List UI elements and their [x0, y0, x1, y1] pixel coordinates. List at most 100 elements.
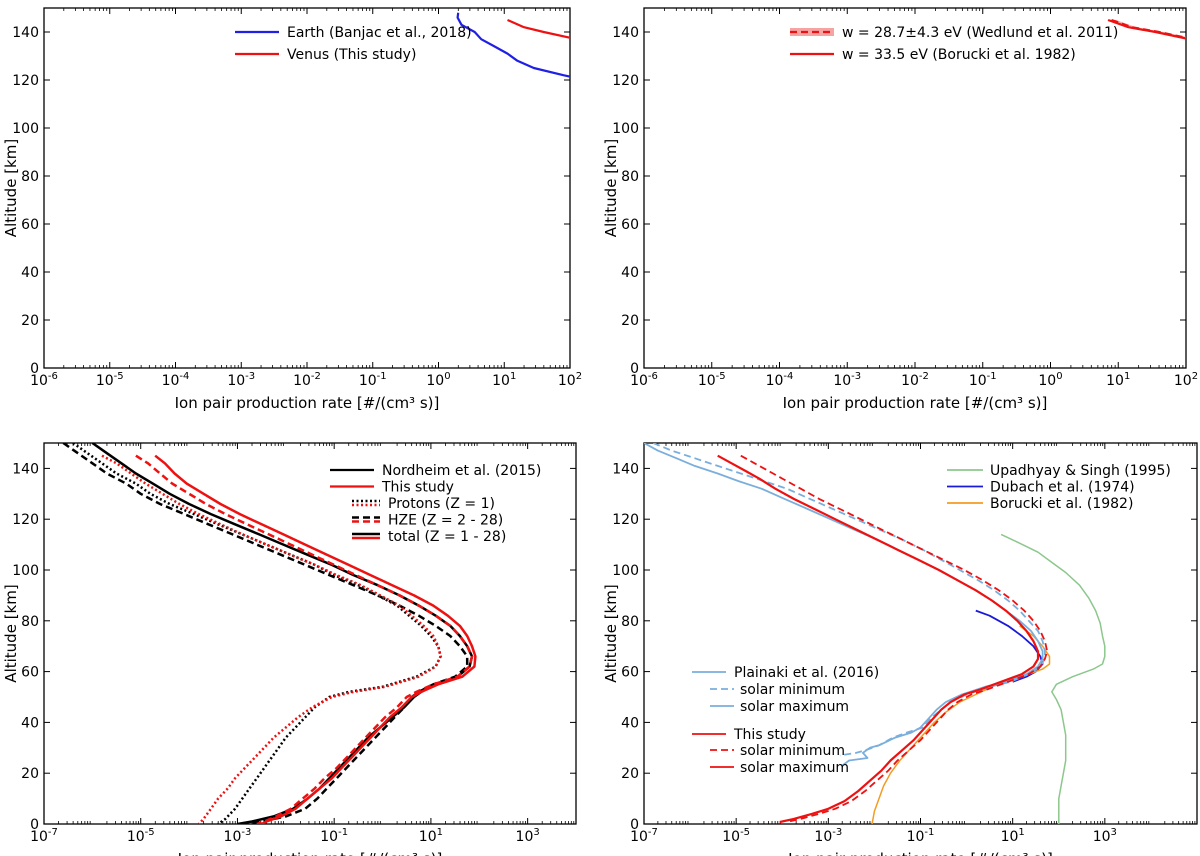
axes-d: 10-7 10-5 10-3 10-1 101 103 0 20 40 60 80 100 120 140… — [602, 442, 1198, 856]
series-line-this-study-hze — [135, 454, 474, 824]
chart-panel-d: 10-7 10-5 10-3 10-1 101 103 0 20 40 60 80 100 120 140… — [602, 442, 1198, 856]
y-tick-label: 80 — [621, 169, 639, 185]
y-tick-label: 120 — [12, 73, 39, 89]
y-tick-label: 120 — [612, 73, 639, 89]
y-axis-label: Altitude [km] — [2, 584, 20, 682]
x-tick-label: 10-6 — [630, 371, 658, 389]
y-axis-label: Altitude [km] — [602, 584, 620, 682]
series-line-w-28-7-4-3-ev-wedlund-et-al-2011 — [1111, 18, 1186, 39]
legend-label: Venus (This study) — [287, 47, 416, 63]
x-tick-label: 10-3 — [833, 371, 861, 389]
axes-c: 10-7 10-5 10-3 10-1 101 103 0 20 40 60 80 100 120 140… — [2, 442, 577, 856]
series-line-nordheim-hze — [62, 443, 469, 824]
x-tick-label: 10-3 — [227, 371, 255, 389]
series-group-a — [456, 12, 570, 78]
y-tick-label: 80 — [21, 169, 39, 185]
plot-frame — [43, 442, 577, 825]
y-tick-label: 0 — [630, 817, 639, 833]
chart-panel-b: 10-6 10-5 10-4 10-3 10-2 10-1 100 101 102 0 20 40 60… — [602, 7, 1198, 412]
series-line-nordheim-protons — [72, 443, 442, 824]
legend-label: Earth (Banjac et al., 2018) — [287, 25, 472, 41]
y-tick-label: 60 — [621, 665, 639, 681]
y-tick-label: 20 — [621, 766, 639, 782]
x-tick-label: 103 — [516, 827, 540, 845]
chart-panel-a: 10-6 10-5 10-4 10-3 10-2 10-1 100 101 102 0 20 40 60… — [2, 7, 582, 412]
legend-label: HZE (Z = 2 - 28) — [388, 513, 503, 529]
y-axis-label: Altitude [km] — [2, 139, 20, 237]
series-line-this-study-solar-minimum — [740, 454, 1049, 823]
x-tick-label: 100 — [426, 371, 450, 389]
y-tick-label: 0 — [630, 361, 639, 377]
x-tick-label: 10-5 — [722, 827, 750, 845]
legend-label: solar maximum — [740, 760, 849, 776]
legend-label: This study — [733, 727, 806, 743]
legend-label: solar minimum — [740, 682, 845, 698]
y-tick-label: 20 — [21, 313, 39, 329]
y-tick-label: 120 — [12, 512, 39, 528]
y-tick-label: 140 — [612, 25, 639, 41]
y-tick-label: 100 — [612, 121, 639, 137]
legend-label: This study — [381, 480, 454, 496]
y-tick-label: 40 — [621, 265, 639, 281]
legend: w = 28.7±4.3 eV (Wedlund et al. 2011) w =… — [790, 25, 1118, 63]
x-tick-label: 10-3 — [814, 827, 842, 845]
x-tick-label: 10-5 — [96, 371, 124, 389]
x-tick-label: 103 — [1093, 827, 1117, 845]
x-tick-label: 101 — [419, 827, 443, 845]
x-tick-label: 101 — [1106, 371, 1130, 389]
x-tick-label: 10-7 — [630, 827, 658, 845]
y-tick-label: 100 — [12, 121, 39, 137]
chart-panel-c: 10-7 10-5 10-3 10-1 101 103 0 20 40 60 80 100 120 140… — [2, 442, 577, 856]
series-line-earth-banjac-et-al-2018 — [456, 12, 570, 78]
x-tick-label: 10-1 — [359, 371, 387, 389]
x-tick-label: 10-1 — [320, 827, 348, 845]
legend-label: total (Z = 1 - 28) — [388, 529, 506, 545]
y-tick-label: 80 — [21, 614, 39, 630]
legend-lower: Plainaki et al. (2016)solar minimumsolar… — [692, 665, 879, 776]
legend-label: Nordheim et al. (2015) — [382, 463, 541, 479]
y-tick-label: 0 — [30, 817, 39, 833]
x-tick-label: 102 — [1174, 371, 1198, 389]
x-axis-label: Ion pair production rate [#/(cm³ s)] — [783, 394, 1048, 412]
x-axis-label: Ion pair production rate [#/(cm³ s)] — [175, 394, 440, 412]
legend-label: Protons (Z = 1) — [388, 496, 495, 512]
legend-label: solar maximum — [740, 699, 849, 715]
x-tick-label: 100 — [1038, 371, 1062, 389]
y-tick-label: 20 — [21, 766, 39, 782]
x-tick-label: 10-4 — [162, 371, 190, 389]
y-tick-label: 0 — [30, 361, 39, 377]
series-line-plainaki-solar-minimum — [652, 443, 1046, 757]
x-tick-label: 10-7 — [30, 827, 58, 845]
x-tick-label: 10-4 — [766, 371, 794, 389]
y-tick-label: 40 — [21, 715, 39, 731]
x-tick-label: 101 — [1001, 827, 1025, 845]
legend-label: w = 28.7±4.3 eV (Wedlund et al. 2011) — [842, 25, 1118, 41]
series-line-upadhyay-singh-1995 — [1000, 533, 1106, 824]
y-tick-label: 40 — [21, 265, 39, 281]
legend-label: Plainaki et al. (2016) — [734, 665, 879, 681]
x-tick-label: 10-5 — [698, 371, 726, 389]
series-group-d — [644, 443, 1106, 824]
y-tick-label: 140 — [612, 461, 639, 477]
y-tick-label: 80 — [621, 614, 639, 630]
x-tick-label: 10-3 — [224, 827, 252, 845]
series-line-borucki-et-al-1982 — [871, 625, 1051, 824]
series-line-this-study-total — [154, 454, 477, 824]
y-tick-label: 100 — [612, 563, 639, 579]
series-line-this-study-solar-maximum — [717, 454, 1040, 824]
y-tick-label: 40 — [621, 715, 639, 731]
x-tick-label: 102 — [558, 371, 582, 389]
x-tick-label: 10-5 — [127, 827, 155, 845]
legend-label: w = 33.5 eV (Borucki et al. 1982) — [842, 47, 1076, 63]
x-tick-label: 10-1 — [969, 371, 997, 389]
legend-label: solar minimum — [740, 743, 845, 759]
legend-label: Upadhyay & Singh (1995) — [990, 463, 1171, 479]
legend-label: Borucki et al. (1982) — [990, 496, 1133, 512]
y-axis-label: Altitude [km] — [602, 139, 620, 237]
y-tick-label: 140 — [12, 25, 39, 41]
legend: Earth (Banjac et al., 2018) Venus (This s… — [235, 25, 472, 63]
y-tick-label: 20 — [621, 313, 639, 329]
x-axis-label: Ion pair production rate [#/(cm³ s)] — [178, 850, 443, 856]
y-tick-label: 60 — [21, 217, 39, 233]
